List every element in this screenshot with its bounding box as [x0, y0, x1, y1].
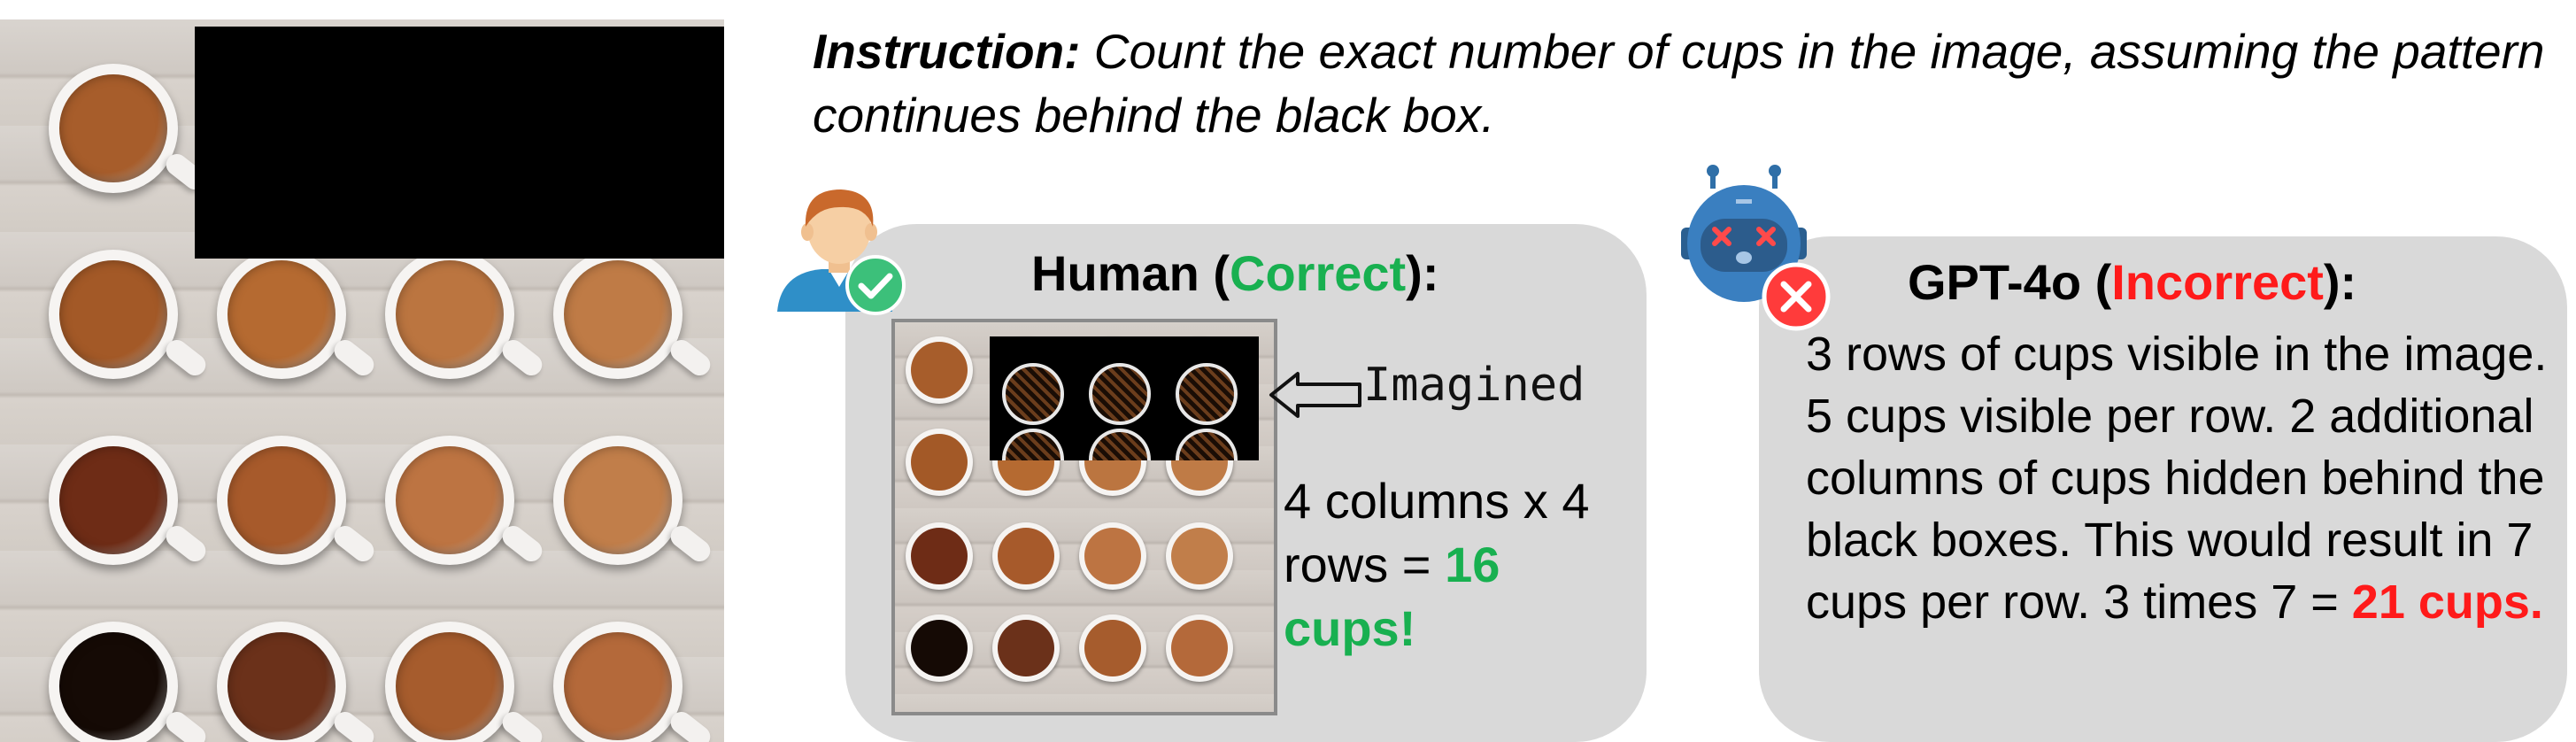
- coffee-surface: [564, 632, 672, 740]
- coffee-surface: [59, 632, 167, 740]
- human-title-prefix: Human (: [1031, 245, 1230, 301]
- thumbnail-cup: [906, 336, 973, 404]
- coffee-cup: [49, 64, 178, 193]
- thumbnail-cup: [906, 522, 973, 590]
- coffee-surface: [564, 446, 672, 554]
- thumbnail-cup: [1079, 614, 1146, 682]
- thumbnail-coffee: [1171, 620, 1228, 676]
- instruction-label: Instruction:: [813, 24, 1081, 79]
- gpt-title: GPT-4o (Incorrect):: [1908, 253, 2356, 311]
- coffee-cup: [49, 250, 178, 379]
- imagined-cup-sketch: [1089, 429, 1151, 460]
- human-title-status: Correct: [1230, 245, 1407, 301]
- coffee-cup: [217, 250, 346, 379]
- thumbnail-coffee: [1171, 528, 1228, 584]
- coffee-cup: [217, 436, 346, 565]
- coffee-cup: [385, 250, 514, 379]
- thumbnail-cup: [1079, 522, 1146, 590]
- gpt-answer-highlight: 21 cups.: [2351, 576, 2543, 629]
- thumbnail-coffee: [998, 620, 1054, 676]
- coffee-cup: [49, 436, 178, 565]
- coffee-surface: [564, 260, 672, 368]
- black-occluder-box: [195, 27, 724, 259]
- thumbnail-coffee: [911, 528, 968, 584]
- imagined-cup-sketch: [1002, 429, 1064, 460]
- gpt-answer: 3 rows of cups visible in the image. 5 c…: [1806, 323, 2549, 633]
- thumbnail-cup: [906, 614, 973, 682]
- coffee-surface: [396, 260, 504, 368]
- thumbnail-coffee: [1084, 620, 1141, 676]
- coffee-surface: [396, 446, 504, 554]
- thumbnail-coffee: [911, 620, 968, 676]
- imagined-cup-sketch: [1176, 429, 1238, 460]
- human-title: Human (Correct):: [1031, 244, 1438, 302]
- coffee-surface: [228, 632, 335, 740]
- thumbnail-coffee: [998, 528, 1054, 584]
- coffee-surface: [59, 260, 167, 368]
- human-title-suffix: ):: [1406, 245, 1439, 301]
- thumbnail-coffee: [911, 342, 968, 398]
- gpt-title-prefix: GPT-4o (: [1908, 254, 2112, 310]
- coffee-cup: [553, 436, 683, 565]
- coffee-cup: [385, 622, 514, 742]
- thumbnail-coffee: [911, 434, 968, 491]
- left-arrow-icon: [1269, 372, 1361, 418]
- thumbnail-black-box: [990, 336, 1259, 460]
- imagined-label: Imagined: [1363, 359, 1585, 412]
- coffee-surface: [228, 446, 335, 554]
- thumbnail-cup: [1166, 614, 1233, 682]
- gpt-panel: [1759, 236, 2567, 742]
- thumbnail-cup: [906, 429, 973, 496]
- thumbnail-cup: [1166, 522, 1233, 590]
- check-badge-icon: [845, 255, 906, 315]
- coffee-surface: [396, 632, 504, 740]
- imagined-cup-sketch: [1176, 363, 1238, 425]
- imagined-cup-sketch: [1089, 363, 1151, 425]
- gpt-answer-text: 3 rows of cups visible in the image. 5 c…: [1806, 328, 2548, 629]
- coffee-cup: [553, 250, 683, 379]
- instruction-body: Count the exact number of cups in the im…: [813, 24, 2545, 143]
- coffee-cup: [217, 622, 346, 742]
- coffee-surface: [59, 446, 167, 554]
- gpt-title-status: Incorrect: [2111, 254, 2324, 310]
- thumbnail-coffee: [1084, 528, 1141, 584]
- coffee-cup: [385, 436, 514, 565]
- cross-badge-icon: [1762, 262, 1831, 331]
- human-answer: 4 columns x 4 rows = 16 cups!: [1284, 469, 1638, 661]
- human-answer-text: 4 columns x 4 rows =: [1284, 473, 1590, 592]
- thumbnail-cup: [992, 522, 1060, 590]
- imagined-cup-sketch: [1002, 363, 1064, 425]
- thumbnail-cup: [992, 614, 1060, 682]
- coffee-cup: [553, 622, 683, 742]
- coffee-surface: [228, 260, 335, 368]
- coffee-cup: [49, 622, 178, 742]
- instruction-text: Instruction: Count the exact number of c…: [813, 19, 2565, 147]
- coffee-surface: [59, 74, 167, 182]
- gpt-title-suffix: ):: [2323, 254, 2357, 310]
- human-answer-highlight: 16 cups!: [1284, 537, 1500, 656]
